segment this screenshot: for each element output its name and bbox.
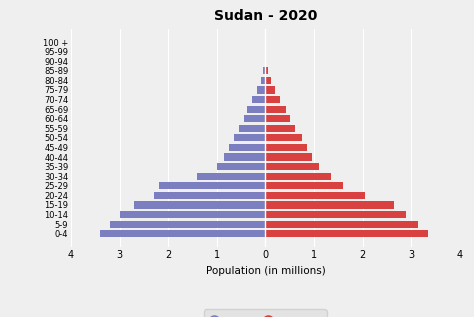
- Bar: [265, 163, 319, 170]
- Bar: [265, 134, 302, 141]
- Bar: [265, 211, 406, 218]
- Bar: [265, 77, 271, 84]
- Bar: [265, 87, 275, 94]
- Bar: [265, 153, 311, 161]
- Bar: [265, 125, 294, 132]
- Bar: [154, 192, 265, 199]
- Bar: [234, 134, 265, 141]
- Title: Sudan - 2020: Sudan - 2020: [214, 9, 317, 23]
- Bar: [263, 67, 265, 74]
- Bar: [100, 230, 265, 237]
- Bar: [119, 211, 265, 218]
- Bar: [261, 77, 265, 84]
- Bar: [265, 173, 331, 180]
- Bar: [244, 115, 265, 122]
- Bar: [265, 230, 428, 237]
- Bar: [197, 173, 265, 180]
- Bar: [247, 106, 265, 113]
- Bar: [265, 67, 268, 74]
- Bar: [265, 221, 419, 228]
- Bar: [257, 87, 265, 94]
- Bar: [134, 201, 265, 209]
- X-axis label: Population (in millions): Population (in millions): [206, 266, 325, 275]
- Bar: [239, 125, 265, 132]
- Bar: [265, 58, 266, 65]
- Bar: [265, 144, 307, 151]
- Bar: [265, 96, 280, 103]
- Bar: [229, 144, 265, 151]
- Bar: [265, 115, 290, 122]
- Legend: Male, Female: Male, Female: [204, 309, 327, 317]
- Bar: [265, 201, 394, 209]
- Bar: [224, 153, 265, 161]
- Bar: [110, 221, 265, 228]
- Bar: [158, 182, 265, 189]
- Bar: [252, 96, 265, 103]
- Bar: [265, 182, 343, 189]
- Bar: [265, 106, 286, 113]
- Bar: [265, 192, 365, 199]
- Bar: [217, 163, 265, 170]
